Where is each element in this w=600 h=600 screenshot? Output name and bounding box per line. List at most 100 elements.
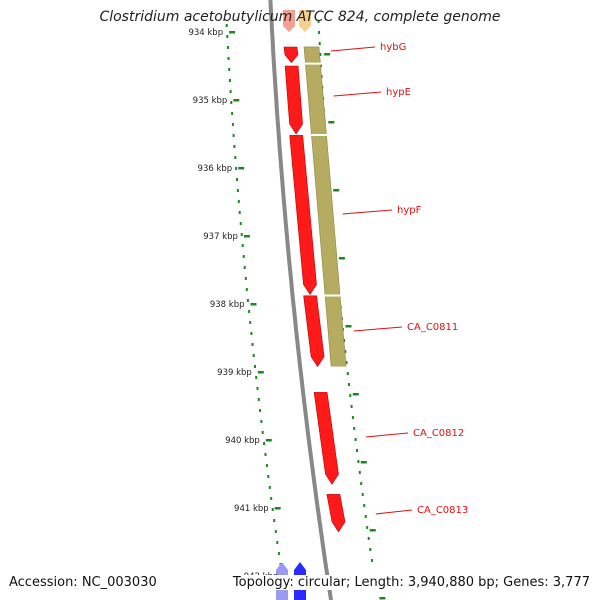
outer-track-dot xyxy=(354,438,357,441)
scale-dot xyxy=(248,310,251,313)
gene-arrow xyxy=(289,135,317,296)
outer-tick xyxy=(369,529,376,532)
scale-dot xyxy=(243,266,246,269)
partial-gene-top xyxy=(299,10,311,32)
outer-track-dot xyxy=(363,504,366,507)
scale-dot xyxy=(226,35,229,38)
outer-track-dot xyxy=(370,559,373,562)
outer-track-dot xyxy=(361,493,364,496)
scale-dot xyxy=(254,365,256,368)
scale-dot xyxy=(236,189,239,192)
scale-tick-label: 940 kbp xyxy=(225,436,260,446)
scale-dot xyxy=(256,387,259,390)
scale-dot xyxy=(237,200,240,203)
gene-label: CA_C0811 xyxy=(407,322,458,333)
outer-tick xyxy=(379,597,386,600)
scale-dot xyxy=(261,431,264,434)
scale-dot xyxy=(241,244,244,247)
scale-dot xyxy=(228,79,231,82)
outer-track-dot xyxy=(360,482,363,485)
scale-dot xyxy=(227,57,230,60)
gene-label: hypF xyxy=(397,205,422,216)
scale-tick-label: 935 kbp xyxy=(193,96,228,106)
gene-arrow xyxy=(326,494,346,533)
outer-track-dot xyxy=(366,526,369,529)
genome-backbone xyxy=(268,0,333,600)
partial-gene-top xyxy=(283,10,295,32)
scale-dot xyxy=(232,134,235,137)
scale-dot xyxy=(246,299,249,302)
scale-dot xyxy=(242,255,245,258)
gene-arrow xyxy=(313,392,339,485)
gene-arrow xyxy=(303,295,325,368)
outer-track-dot xyxy=(318,42,321,45)
scale-dot xyxy=(273,519,276,522)
scale-dot xyxy=(238,211,241,214)
scale-tick xyxy=(250,303,257,306)
outer-track-dot xyxy=(320,64,322,67)
scale-dot xyxy=(252,354,255,357)
scale-dot xyxy=(259,409,262,412)
scale-dot xyxy=(277,552,280,555)
gene-arrow xyxy=(284,65,303,135)
scale-tick xyxy=(229,31,236,34)
gene-label-leader xyxy=(375,509,413,515)
outer-tick xyxy=(333,189,340,192)
outer-tick xyxy=(360,461,367,464)
scale-dot xyxy=(239,222,242,225)
outer-track-dot xyxy=(350,405,353,408)
outer-tick xyxy=(338,257,345,260)
scale-dot xyxy=(267,475,270,478)
outer-tick xyxy=(328,121,335,124)
gene-label-leader xyxy=(353,326,403,332)
scale-tick xyxy=(274,507,281,510)
gene-label: hypE xyxy=(386,87,411,98)
outer-track-dot xyxy=(348,383,350,386)
scale-dot xyxy=(265,464,268,467)
scale-dot xyxy=(234,156,237,159)
scale-dot xyxy=(270,497,273,500)
gene-label-leader xyxy=(333,91,382,97)
outer-track-dot xyxy=(367,537,370,540)
scale-dot xyxy=(250,332,253,335)
scale-dot xyxy=(226,46,229,49)
scale-dot xyxy=(240,233,243,236)
scale-dot xyxy=(245,288,248,291)
scale-tick xyxy=(233,99,240,102)
genome-summary-text: Topology: circular; Length: 3,940,880 bp… xyxy=(232,575,590,590)
scale-dot xyxy=(230,101,233,104)
scale-tick xyxy=(238,167,245,170)
gene-label-leader xyxy=(365,432,409,438)
scale-tick xyxy=(265,439,272,442)
gene-label: hybG xyxy=(380,42,406,53)
scale-dot xyxy=(225,24,228,27)
scale-dot xyxy=(257,398,260,401)
outer-track-dot xyxy=(317,20,320,23)
outer-track-dot xyxy=(356,449,358,452)
scale-tick-label: 938 kbp xyxy=(210,300,245,310)
outer-track-dot xyxy=(345,361,348,364)
gene-label: CA_C0813 xyxy=(417,505,468,516)
outer-track-dot xyxy=(344,350,347,353)
gene-arrow xyxy=(283,46,299,64)
accession-text: Accession: NC_003030 xyxy=(9,575,157,590)
scale-dot xyxy=(236,178,238,181)
scale-dot xyxy=(251,343,254,346)
outer-track-dot xyxy=(353,427,356,430)
scale-dot xyxy=(228,68,231,71)
scale-dot xyxy=(274,530,277,533)
scale-dot xyxy=(271,508,274,511)
scale-dot xyxy=(255,376,258,379)
outer-track-dot xyxy=(364,515,367,518)
scale-dot xyxy=(229,90,232,93)
scale-dot xyxy=(263,442,266,445)
outer-track-dot xyxy=(369,548,372,551)
scale-dot xyxy=(231,112,234,115)
scale-dot xyxy=(276,541,279,544)
outer-tick xyxy=(345,325,352,328)
outer-track-dot xyxy=(357,460,360,463)
scale-tick-label: 939 kbp xyxy=(217,368,252,378)
gene-label-leader xyxy=(342,209,393,215)
